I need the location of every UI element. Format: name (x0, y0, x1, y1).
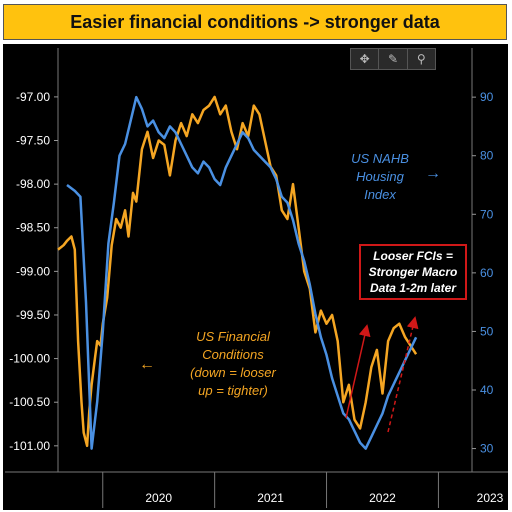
right-tick-label: 30 (480, 442, 494, 456)
crosshair-icon[interactable]: ✥ (351, 49, 380, 69)
chart-title: Easier financial conditions -> stronger … (70, 11, 440, 32)
fci-arrow-icon: ← (120, 338, 174, 374)
x-tick-label: 2022 (369, 491, 396, 505)
search-icon[interactable]: ⚲ (416, 52, 426, 66)
right-tick-label: 80 (480, 149, 494, 163)
left-tick-label: -100.00 (9, 352, 50, 366)
left-tick-label: -100.50 (9, 395, 50, 409)
left-tick-label: -99.00 (16, 264, 50, 278)
fci-arrow-glyph: ← (139, 356, 155, 373)
trend-arrow-solid (345, 324, 371, 419)
callout-text: Looser FCIs = Stronger Macro Data 1-2m l… (368, 249, 458, 295)
fci-annotation: US Financial Conditions (down = looser u… (178, 310, 288, 400)
fci-annotation-text: US Financial Conditions (down = looser u… (190, 329, 276, 398)
right-tick-label: 70 (480, 207, 494, 221)
nahb-arrow-icon: → (413, 147, 453, 183)
left-tick-label: -98.50 (16, 221, 50, 235)
pencil-icon[interactable]: ✎ (379, 49, 408, 69)
right-tick-label: 40 (480, 383, 494, 397)
left-tick-label: -99.50 (16, 308, 50, 322)
right-tick-label: 50 (480, 324, 494, 338)
fci-series-line (57, 95, 418, 448)
chart-toolbar: ✥ ✎ ⚲ (350, 48, 436, 70)
x-tick-label: 2021 (257, 491, 284, 505)
nahb-annotation-text: US NAHB Housing Index (351, 151, 409, 202)
left-tick-label: -101.00 (9, 439, 50, 453)
x-tick-label: 2020 (145, 491, 172, 505)
trend-arrow-dashed (387, 316, 419, 433)
x-tick-label: 2023 (477, 491, 504, 505)
right-tick-label: 90 (480, 90, 494, 104)
chart-title-banner: Easier financial conditions -> stronger … (3, 4, 507, 40)
nahb-series-line (66, 95, 418, 450)
nahb-annotation: US NAHB Housing Index (342, 132, 418, 204)
left-tick-label: -97.50 (16, 134, 50, 148)
right-tick-label: 60 (480, 266, 494, 280)
left-tick-label: -97.00 (16, 90, 50, 104)
left-tick-label: -98.00 (16, 177, 50, 191)
nahb-arrow-glyph: → (425, 165, 441, 182)
callout-box: Looser FCIs = Stronger Macro Data 1-2m l… (359, 244, 467, 300)
